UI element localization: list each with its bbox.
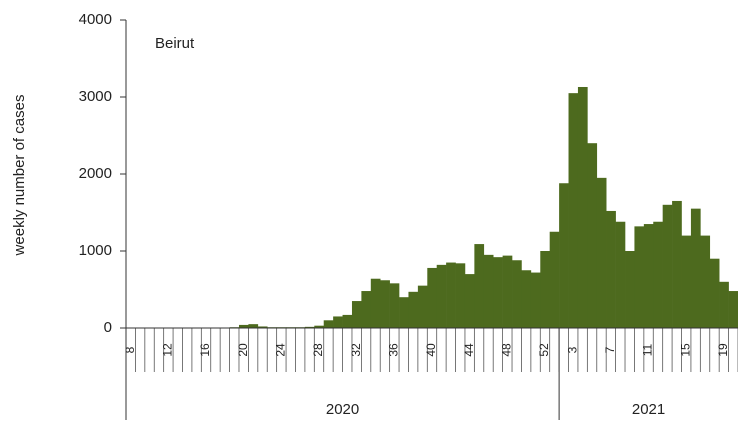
- bar: [587, 143, 598, 328]
- bar: [690, 208, 701, 328]
- x-tick-label: 12: [161, 343, 175, 357]
- bar: [625, 251, 635, 328]
- bar: [493, 257, 503, 328]
- bar: [709, 258, 720, 328]
- x-tick-label: 52: [537, 343, 551, 357]
- x-tick-label: 8: [123, 346, 137, 353]
- group-label: 2021: [632, 401, 665, 418]
- bar: [606, 210, 616, 328]
- x-tick-label: 7: [603, 346, 617, 353]
- bar: [512, 260, 522, 328]
- bar: [700, 235, 711, 328]
- bar: [304, 326, 315, 328]
- bar: [389, 283, 400, 328]
- bar: [615, 221, 626, 328]
- bar: [361, 291, 372, 328]
- bar: [549, 231, 560, 328]
- x-tick-label: 3: [565, 346, 579, 353]
- bar: [577, 86, 588, 329]
- x-tick-label: 19: [716, 343, 730, 357]
- bar: [662, 204, 673, 328]
- x-tick-label: 20: [236, 343, 250, 357]
- bar: [257, 326, 268, 328]
- bar: [672, 200, 682, 328]
- x-tick-label: 40: [424, 343, 438, 357]
- bar: [446, 262, 456, 328]
- y-tick-label: 2000: [79, 165, 112, 182]
- bar: [474, 244, 485, 328]
- x-tick-label: 16: [198, 343, 212, 357]
- x-tick-label: 24: [274, 343, 288, 357]
- bar: [455, 263, 466, 328]
- bar: [530, 272, 541, 328]
- bar: [399, 297, 409, 328]
- y-tick-label: 1000: [79, 242, 112, 259]
- bar: [653, 221, 663, 328]
- bar: [502, 255, 513, 328]
- bar: [408, 291, 419, 328]
- bar: [427, 267, 438, 328]
- x-tick-label: 11: [641, 343, 655, 356]
- y-tick-label: 4000: [79, 11, 112, 28]
- x-tick-label: 36: [387, 343, 401, 357]
- bar: [342, 314, 353, 328]
- bar: [314, 325, 325, 328]
- x-tick-label: 15: [678, 343, 692, 357]
- bar: [568, 93, 579, 329]
- bar: [351, 301, 362, 328]
- bar: [238, 324, 249, 328]
- y-tick-label: 0: [104, 319, 112, 336]
- x-tick-label: 28: [311, 343, 325, 357]
- bar: [333, 316, 343, 328]
- bar: [380, 280, 390, 328]
- group-label: 2020: [326, 401, 359, 418]
- bar: [248, 324, 259, 328]
- y-axis-label: weekly number of cases: [11, 95, 28, 257]
- bar: [643, 224, 654, 328]
- bar: [323, 320, 334, 328]
- y-tick-label: 3000: [79, 88, 112, 105]
- bar: [483, 254, 494, 328]
- annotation: Beirut: [155, 35, 195, 52]
- bar: [417, 285, 428, 328]
- bar: [719, 281, 729, 328]
- x-tick-label: 44: [462, 343, 476, 357]
- bar: [596, 177, 607, 328]
- x-tick-label: 48: [499, 343, 513, 357]
- bar: [559, 183, 569, 328]
- bar: [464, 274, 475, 328]
- bar: [681, 235, 692, 328]
- bar: [370, 278, 381, 328]
- bar: [634, 226, 645, 328]
- bar: [728, 291, 738, 328]
- bar: [540, 251, 550, 328]
- bar: [436, 264, 447, 328]
- bar: [521, 270, 532, 328]
- x-tick-label: 32: [349, 343, 363, 357]
